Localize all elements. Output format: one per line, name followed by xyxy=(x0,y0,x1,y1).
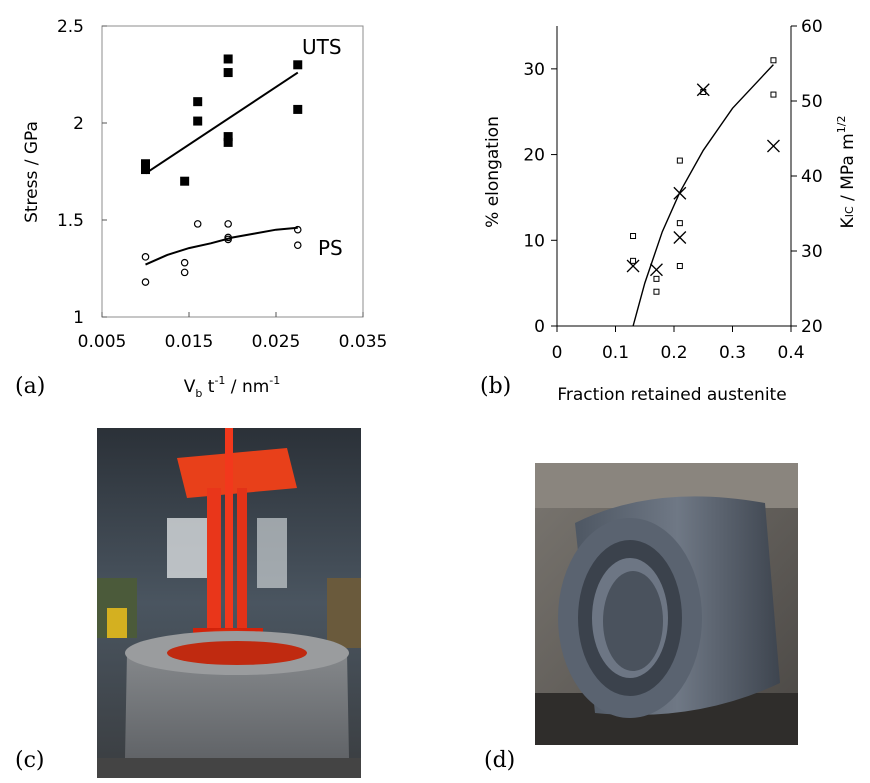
photo-steel-coil xyxy=(535,463,798,745)
data-point-uts xyxy=(223,137,233,147)
panel-label-a: (a) xyxy=(15,374,45,399)
chart-a-axes: 0.005 0.015 0.025 0.035 1 1.5 2 2.5 xyxy=(57,17,387,352)
data-point-kic xyxy=(649,263,663,277)
chart-b-ylabel-left: % elongation xyxy=(483,116,503,228)
y-tick-label: 2 xyxy=(73,114,84,134)
x-tick-label: 0.1 xyxy=(602,343,629,363)
panel-label-b: (b) xyxy=(480,374,511,399)
y-right-tick-label: 60 xyxy=(801,17,823,37)
chart-a-marks xyxy=(141,54,303,286)
chart-b-axes: 0 0.1 0.2 0.3 0.4 0 10 20 30 20 30 40 50 60 xyxy=(523,17,822,363)
photo-quench-tank xyxy=(97,428,361,778)
data-point-ps xyxy=(293,225,302,234)
chart-b: 0 0.1 0.2 0.3 0.4 0 10 20 30 20 30 40 50 60 % elongat… xyxy=(480,17,858,405)
data-point-elongation xyxy=(770,91,777,98)
data-point-elongation xyxy=(676,220,683,227)
data-point-uts xyxy=(180,176,190,186)
data-point-ps xyxy=(193,220,202,228)
chart-b-xlabel: Fraction retained austenite xyxy=(557,385,786,405)
series-label-uts: UTS xyxy=(302,35,342,59)
chart-b-marks xyxy=(626,57,780,327)
data-point-kic xyxy=(673,231,687,244)
data-point-kic xyxy=(673,186,687,200)
data-point-elongation xyxy=(676,263,683,269)
data-point-ps xyxy=(180,268,189,277)
data-point-elongation xyxy=(630,257,637,264)
y-right-tick-label: 20 xyxy=(801,317,823,337)
data-point-uts xyxy=(141,165,150,175)
x-tick-label: 0.025 xyxy=(252,332,301,352)
y-left-tick-label: 10 xyxy=(523,231,545,251)
y-right-tick-label: 30 xyxy=(801,242,823,262)
trend-line-ps xyxy=(145,226,298,266)
x-tick-label: 0.3 xyxy=(719,343,746,363)
x-tick-label: 0 xyxy=(552,343,563,363)
data-point-elongation xyxy=(653,288,660,295)
data-point-elongation xyxy=(770,57,777,64)
data-point-ps xyxy=(224,220,232,228)
x-tick-label: 0.015 xyxy=(165,332,214,352)
y-tick-label: 1 xyxy=(73,308,84,328)
y-tick-label: 2.5 xyxy=(57,17,84,37)
x-tick-label: 0.4 xyxy=(777,343,804,363)
data-point-ps xyxy=(293,241,302,250)
y-right-tick-label: 50 xyxy=(801,92,823,112)
data-point-uts xyxy=(141,159,150,169)
x-tick-label: 0.2 xyxy=(660,343,687,363)
y-left-tick-label: 20 xyxy=(523,146,545,166)
data-point-kic xyxy=(626,259,640,273)
data-point-ps xyxy=(180,258,189,267)
y-right-tick-label: 40 xyxy=(801,167,823,187)
x-tick-label: 0.035 xyxy=(339,332,388,352)
chart-a-xlabel: Vb t-1 / nm-1 xyxy=(184,374,281,400)
data-point-ps xyxy=(224,233,232,242)
x-tick-label: 0.005 xyxy=(78,332,127,352)
y-left-tick-label: 30 xyxy=(523,60,545,80)
data-point-kic xyxy=(696,83,710,97)
data-point-uts xyxy=(193,116,203,126)
y-tick-label: 1.5 xyxy=(57,211,84,231)
data-point-uts xyxy=(223,132,233,142)
trend-line-elongation xyxy=(632,64,774,327)
data-point-uts xyxy=(293,60,303,70)
chart-b-ylabel-right: KIC / MPa m1/2 xyxy=(835,116,858,229)
chart-a-ylabel: Stress / GPa xyxy=(22,121,42,223)
chart-a: 0.005 0.015 0.025 0.035 1 1.5 2 2.5 UTS PS Stre… xyxy=(15,17,387,400)
data-point-elongation xyxy=(653,275,660,282)
panel-label-c: (c) xyxy=(15,748,45,773)
trend-line-uts xyxy=(144,71,299,175)
y-left-tick-label: 0 xyxy=(534,317,545,337)
data-point-uts xyxy=(193,97,203,107)
series-label-ps: PS xyxy=(318,236,343,260)
data-point-uts xyxy=(223,68,233,78)
chart-a-frame xyxy=(101,25,364,318)
panel-label-d: (d) xyxy=(484,748,516,773)
data-point-uts xyxy=(293,104,303,114)
data-point-ps xyxy=(141,278,150,286)
data-point-kic xyxy=(766,139,780,153)
data-point-elongation xyxy=(676,157,683,164)
data-point-ps xyxy=(141,253,150,261)
data-point-uts xyxy=(223,54,233,64)
data-point-elongation xyxy=(630,233,637,239)
